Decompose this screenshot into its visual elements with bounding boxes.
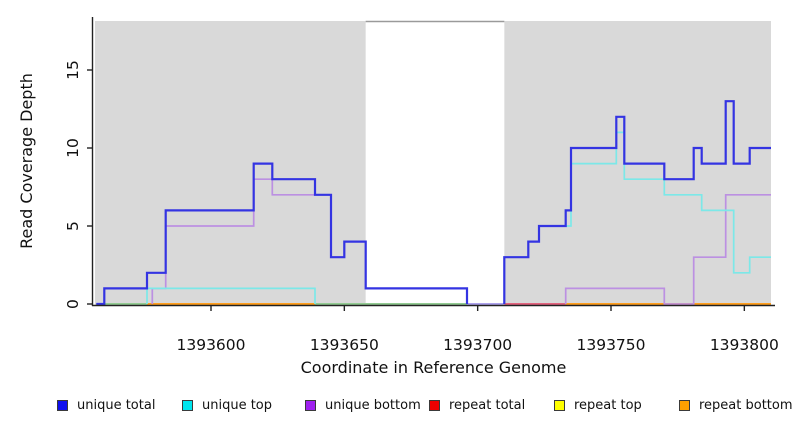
legend-label: unique top [202,397,273,413]
repeat-bottom-swatch-icon [679,399,690,411]
y-tick-label: 10 [64,138,82,158]
x-tick-label: 1393600 [176,336,245,354]
y-tick-label: 5 [64,221,82,231]
legend-item-repeat-top: repeat top [554,397,642,413]
legend-item-unique-total: unique total [57,397,155,413]
masked-region-left [95,21,366,305]
legend-item-repeat-bottom: repeat bottom [679,397,792,413]
legend-item-unique-bottom: unique bottom [305,397,421,413]
y-tick-label: 15 [64,60,82,80]
legend-item-repeat-total: repeat total [429,397,525,413]
legend-label: unique total [77,397,156,413]
y-tick-label: 0 [64,299,82,309]
legend-label: repeat total [449,397,526,413]
series-line-unique-bottom [564,193,771,305]
series-line-unique-top [146,287,316,304]
unique-bottom-swatch-icon [305,399,316,411]
legend-label: repeat bottom [699,397,792,413]
repeat-top-swatch-icon [554,399,565,411]
legend-label: unique bottom [325,397,421,413]
legend-label: repeat top [574,397,642,413]
x-tick-label: 1393750 [576,336,645,354]
y-axis-title: Read Coverage Depth [17,73,36,249]
legend-item-unique-top: unique top [182,397,272,413]
unique-total-swatch-icon [57,399,68,411]
series-line-unique-total [96,162,469,306]
repeat-total-swatch-icon [429,399,440,411]
x-tick-label: 1393800 [710,336,779,354]
x-tick-label: 1393700 [443,336,512,354]
series-line-unique-total [503,100,771,304]
unique-top-swatch-icon [182,399,193,411]
x-axis-title: Coordinate in Reference Genome [300,358,567,377]
x-tick-label: 1393650 [310,336,379,354]
